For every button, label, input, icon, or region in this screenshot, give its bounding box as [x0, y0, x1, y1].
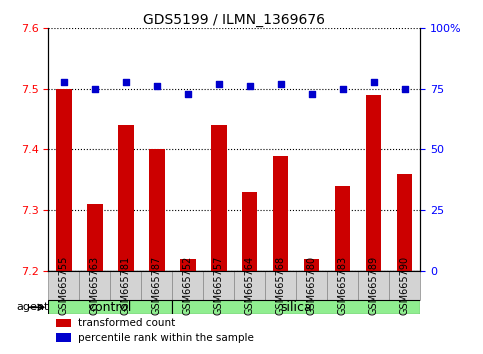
- Text: GSM665787: GSM665787: [152, 256, 162, 315]
- FancyBboxPatch shape: [358, 271, 389, 300]
- Bar: [180, 258, 196, 271]
- FancyBboxPatch shape: [110, 271, 141, 300]
- Point: [308, 91, 315, 97]
- Bar: [211, 125, 227, 271]
- Bar: [335, 186, 351, 271]
- Text: percentile rank within the sample: percentile rank within the sample: [78, 332, 254, 343]
- Text: GSM665763: GSM665763: [90, 256, 100, 315]
- Point: [91, 86, 99, 92]
- Text: GSM665755: GSM665755: [59, 256, 69, 315]
- Text: transformed count: transformed count: [78, 318, 175, 328]
- Point: [153, 84, 161, 89]
- Point: [401, 86, 409, 92]
- FancyBboxPatch shape: [172, 300, 420, 314]
- FancyBboxPatch shape: [203, 271, 234, 300]
- FancyBboxPatch shape: [141, 271, 172, 300]
- Bar: [56, 319, 71, 327]
- Text: GSM665757: GSM665757: [214, 256, 224, 315]
- Text: GSM665790: GSM665790: [400, 256, 410, 315]
- Text: GSM665781: GSM665781: [121, 256, 131, 315]
- Bar: [87, 204, 102, 271]
- Bar: [56, 333, 71, 342]
- Point: [184, 91, 192, 97]
- Bar: [397, 174, 412, 271]
- Text: GSM665764: GSM665764: [245, 256, 255, 315]
- FancyBboxPatch shape: [234, 271, 265, 300]
- Text: agent: agent: [16, 302, 48, 312]
- Bar: [149, 149, 165, 271]
- Text: GSM665780: GSM665780: [307, 256, 317, 315]
- FancyBboxPatch shape: [79, 271, 110, 300]
- Bar: [56, 89, 71, 271]
- FancyBboxPatch shape: [172, 271, 203, 300]
- Text: control: control: [88, 301, 132, 314]
- Bar: [242, 192, 257, 271]
- FancyBboxPatch shape: [48, 271, 79, 300]
- Point: [60, 79, 68, 85]
- Point: [277, 81, 284, 87]
- Bar: [366, 95, 382, 271]
- FancyBboxPatch shape: [48, 300, 172, 314]
- Bar: [118, 125, 133, 271]
- FancyBboxPatch shape: [296, 271, 327, 300]
- Point: [215, 81, 223, 87]
- Text: GSM665752: GSM665752: [183, 256, 193, 315]
- Bar: [273, 155, 288, 271]
- Point: [122, 79, 129, 85]
- Title: GDS5199 / ILMN_1369676: GDS5199 / ILMN_1369676: [143, 13, 325, 27]
- Point: [339, 86, 347, 92]
- Bar: [304, 258, 319, 271]
- Point: [246, 84, 254, 89]
- Text: GSM665768: GSM665768: [276, 256, 286, 315]
- Text: GSM665783: GSM665783: [338, 256, 348, 315]
- Text: GSM665789: GSM665789: [369, 256, 379, 315]
- Text: silica: silica: [280, 301, 312, 314]
- FancyBboxPatch shape: [389, 271, 420, 300]
- Point: [370, 79, 378, 85]
- FancyBboxPatch shape: [265, 271, 296, 300]
- FancyBboxPatch shape: [327, 271, 358, 300]
